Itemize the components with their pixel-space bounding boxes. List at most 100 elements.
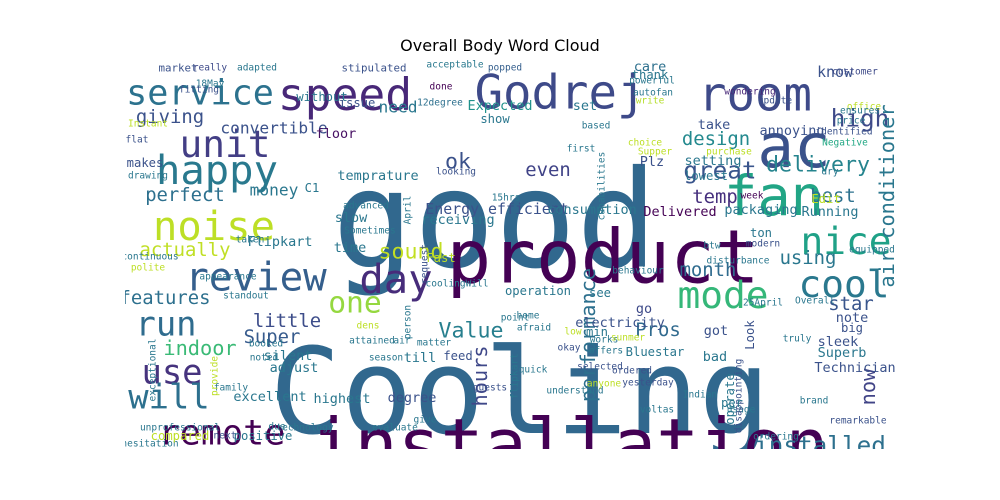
word-energy-efficient: Energy efficient: [425, 200, 568, 218]
word-selected: selected: [577, 362, 623, 373]
word-actually: actually: [140, 239, 231, 261]
word-need: need: [379, 98, 418, 117]
word-polite: polite: [131, 263, 166, 274]
word-packaging: packaging: [724, 202, 797, 218]
word-hours: hours: [468, 345, 492, 406]
word-hesitation: hesitation: [125, 439, 179, 450]
word-operation: operation: [505, 284, 571, 298]
word-makes: makes: [127, 156, 164, 170]
word-booked: booked: [249, 339, 283, 350]
word-floor: floor: [316, 126, 357, 142]
word-will: will: [128, 378, 209, 417]
word-nice: nice: [800, 219, 891, 263]
word-min: min: [586, 325, 608, 339]
word-next: next: [214, 431, 237, 442]
word-giving: giving: [136, 106, 204, 128]
chart-title: Overall Body Word Cloud: [400, 36, 600, 55]
word-fast: Fast: [426, 251, 455, 265]
word-unprofessional: unprofessional: [140, 423, 220, 434]
word-mode: mode: [677, 273, 768, 317]
word-now: now: [856, 368, 880, 405]
word-understand: understand: [546, 386, 603, 397]
word-cooling: Cooling: [270, 324, 771, 449]
word-little: little: [253, 310, 321, 332]
word-care: care: [634, 60, 667, 75]
word-popped: popped: [488, 63, 522, 74]
word-equipped: equipped: [849, 245, 895, 256]
word-flat: flat: [126, 135, 149, 146]
word-adapted: adapted: [237, 63, 277, 74]
word-best: best: [810, 185, 856, 207]
word-18may: 18May: [196, 79, 225, 90]
word-bluestar: Bluestar: [626, 345, 685, 359]
word-coolingwill: coolingWill: [426, 279, 489, 290]
word-receiving: receiving: [421, 212, 494, 228]
word-family: family: [214, 383, 249, 394]
word-taken: taken: [236, 235, 265, 246]
word-15hrs: 15hrs: [492, 193, 521, 204]
word-season: season: [369, 353, 403, 364]
word-sleek: sleek: [818, 334, 859, 350]
word-voltas: voltas: [640, 405, 674, 416]
word-appearance: appearance: [199, 272, 256, 283]
word-annoying: annoying: [759, 123, 824, 139]
word-looking: looking: [436, 167, 476, 178]
word-continuous: continuous: [125, 252, 179, 263]
word-slow: slow: [335, 210, 368, 226]
word-performance: performance: [576, 268, 600, 402]
word-review: review: [185, 256, 327, 301]
word-great: great: [683, 156, 756, 185]
word-low: low: [564, 327, 581, 338]
word-exceptional: exceptional: [148, 339, 159, 402]
word-installed: installed: [754, 431, 886, 450]
word-plz: Plz: [640, 154, 664, 170]
word-sometimes: Sometimes: [344, 226, 395, 237]
word-show: show: [480, 112, 510, 126]
word-brand: brand: [800, 396, 829, 407]
word-modern: modern: [746, 239, 780, 250]
word-done: done: [430, 82, 453, 93]
word-cool: cool: [798, 262, 889, 306]
word-supper: Supper: [638, 147, 673, 158]
word-first: first: [567, 144, 596, 155]
word-behaviour: behaviour: [612, 266, 664, 277]
word-price: price: [837, 116, 866, 127]
word-guests: guests: [473, 383, 507, 394]
word-technology: technology: [276, 423, 333, 434]
word-afraid: afraid: [517, 323, 551, 334]
word-offers: offers: [589, 346, 623, 357]
word-disturbance: disturbance: [707, 256, 770, 267]
word-powerful: powerful: [629, 76, 675, 87]
word-write: write: [636, 96, 665, 107]
word-market: market: [158, 62, 197, 75]
word-per: per: [721, 396, 743, 410]
word-instant: Instant: [128, 119, 168, 130]
word-issue: issue: [339, 96, 376, 110]
word-bad: bad: [703, 349, 727, 365]
word-positive: positive: [234, 429, 293, 443]
word-choice: choice: [628, 138, 663, 149]
word-technician: Technician: [814, 360, 895, 376]
word-see: see: [589, 286, 611, 300]
word-noted: noted: [250, 353, 279, 364]
word-due: due: [268, 422, 285, 433]
word-advanced: advanced: [343, 201, 389, 212]
word-give: give: [414, 415, 437, 426]
word-wondering: wondering: [724, 87, 775, 98]
word-time: time: [334, 240, 367, 256]
word-okay: okay: [558, 343, 581, 354]
word-without: without: [296, 90, 347, 104]
word-april: April: [403, 196, 414, 225]
word-electricity: electricity: [575, 315, 664, 331]
word-yesterday: yesterday: [622, 378, 674, 389]
word-highest: highest: [314, 391, 371, 407]
word-money: money: [250, 181, 299, 200]
word-sunmer: sunmer: [611, 333, 646, 344]
word-convertible: convertible: [220, 119, 327, 138]
word-superb: Superb: [818, 345, 867, 361]
word-negative: Negative: [822, 138, 868, 149]
word-delivered: Delivered: [643, 204, 716, 220]
word-happy: happy: [156, 146, 278, 194]
word-use: use: [141, 353, 202, 392]
word-pros: Pros: [635, 319, 681, 341]
